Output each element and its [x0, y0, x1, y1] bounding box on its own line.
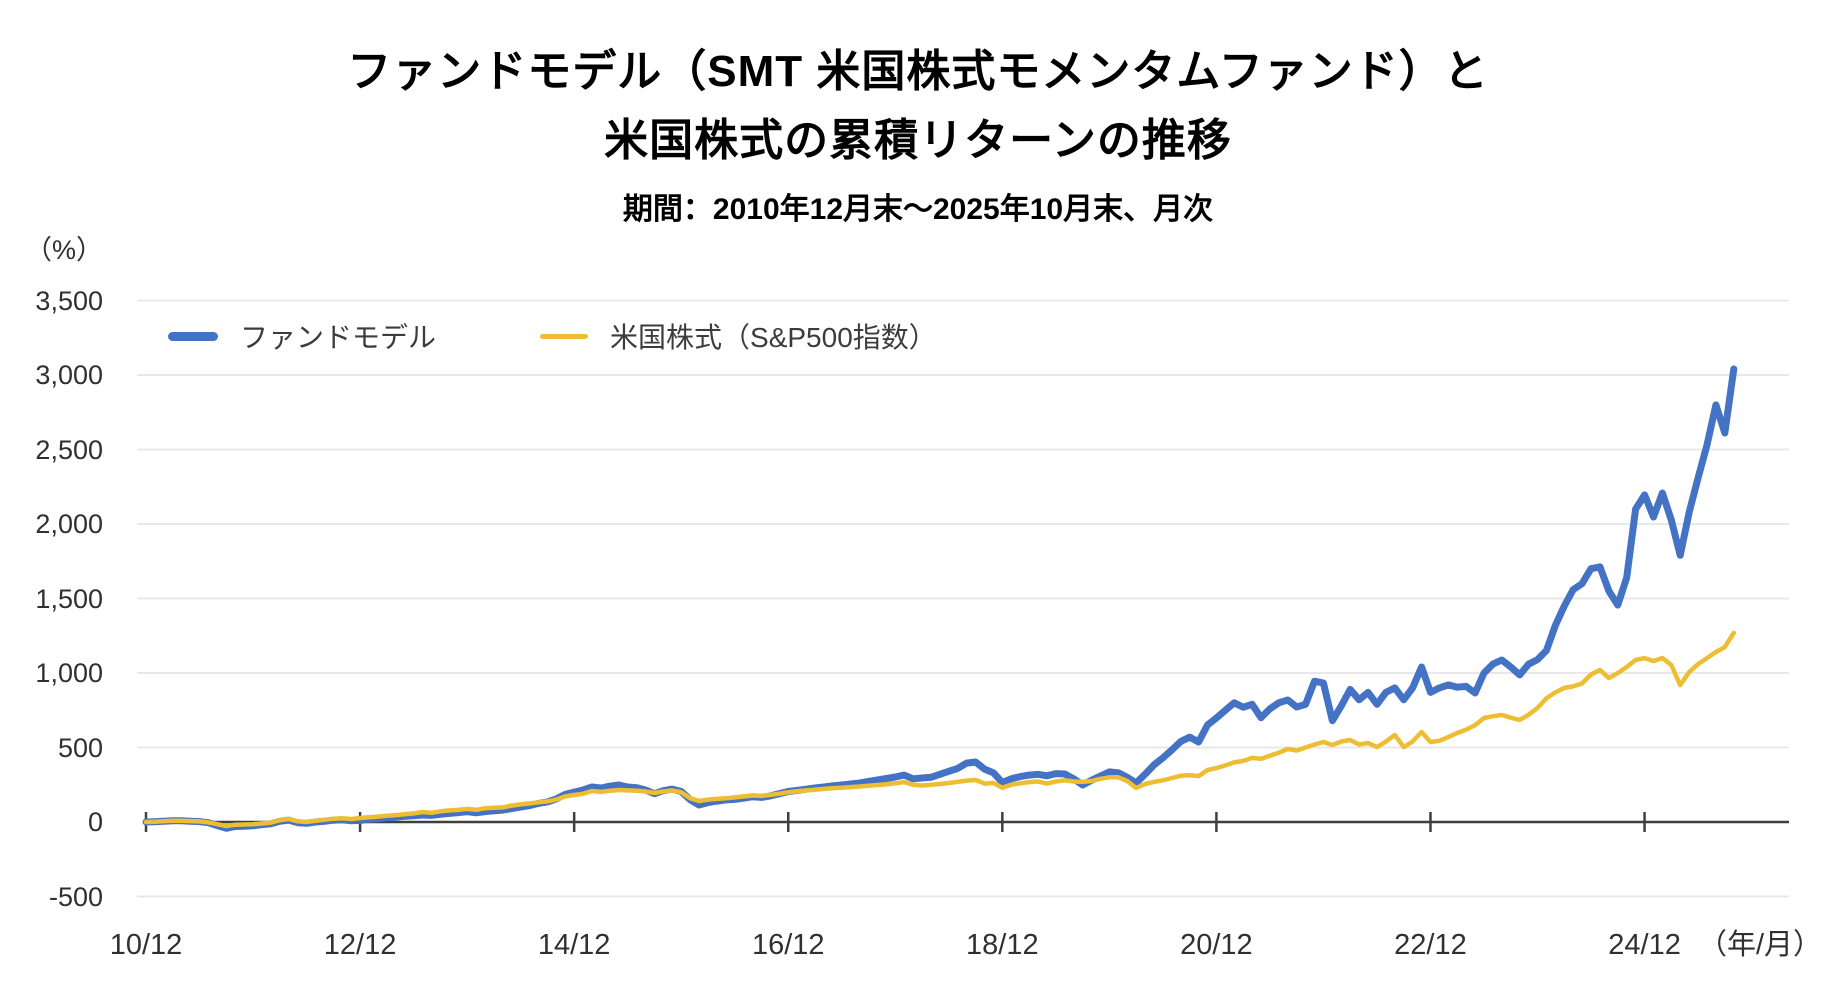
x-tick-label-24/12: 24/12 [1608, 929, 1681, 961]
x-tick-label-10/12: 10/12 [109, 929, 183, 961]
chart-legend: ファンドモデル 米国株式（S&P500指数） [168, 316, 937, 356]
y-tick-label--500: -500 [48, 881, 103, 912]
legend-item-fund-model: ファンドモデル [168, 316, 436, 356]
y-tick-label-2000: 2,000 [35, 509, 103, 539]
y-tick-label-3500: 3,500 [35, 285, 103, 316]
x-tick-label-12/12: 12/12 [323, 929, 397, 961]
y-tick-label-1500: 1,500 [35, 583, 103, 614]
y-tick-label-500: 500 [57, 732, 103, 763]
legend-label-fund-model: ファンドモデル [240, 322, 437, 353]
sp500-line [143, 630, 1737, 829]
x-tick-label-20/12: 20/12 [1180, 929, 1253, 961]
chart-subtitle: 期間：2010年12月末～2025年10月末、月次 [622, 193, 1214, 226]
legend-label-sp500: 米国株式（S&P500指数） [610, 322, 937, 353]
x-tick-label-22/12: 22/12 [1394, 929, 1467, 961]
y-tick-label-3000: 3,000 [35, 360, 103, 390]
chart-title-line2: 米国株式の累積リターンの推移 [604, 116, 1232, 165]
y-tick-label-1000: 1,000 [35, 658, 103, 688]
fund-model-line-swatch [168, 331, 218, 341]
chart-title: ファンドモデル（SMT 米国株式モメンタムファンド）と 米国株式の累積リターンの… [0, 37, 1836, 175]
y-axis-unit-label: （%） [25, 235, 104, 265]
chart-title-line1: ファンドモデル（SMT 米国株式モメンタムファンド）と [347, 47, 1489, 96]
x-tick-label-16/12: 16/12 [751, 929, 825, 961]
y-tick-label-0: 0 [87, 807, 103, 837]
x-tick-label-18/12: 18/12 [966, 929, 1039, 961]
legend-item-sp500: 米国株式（S&P500指数） [540, 316, 937, 356]
x-axis-unit-label: （年/月） [1698, 929, 1823, 961]
y-tick-label-2500: 2,500 [35, 434, 103, 465]
sp500-line-swatch [540, 333, 589, 339]
x-tick-label-14/12: 14/12 [537, 929, 611, 961]
